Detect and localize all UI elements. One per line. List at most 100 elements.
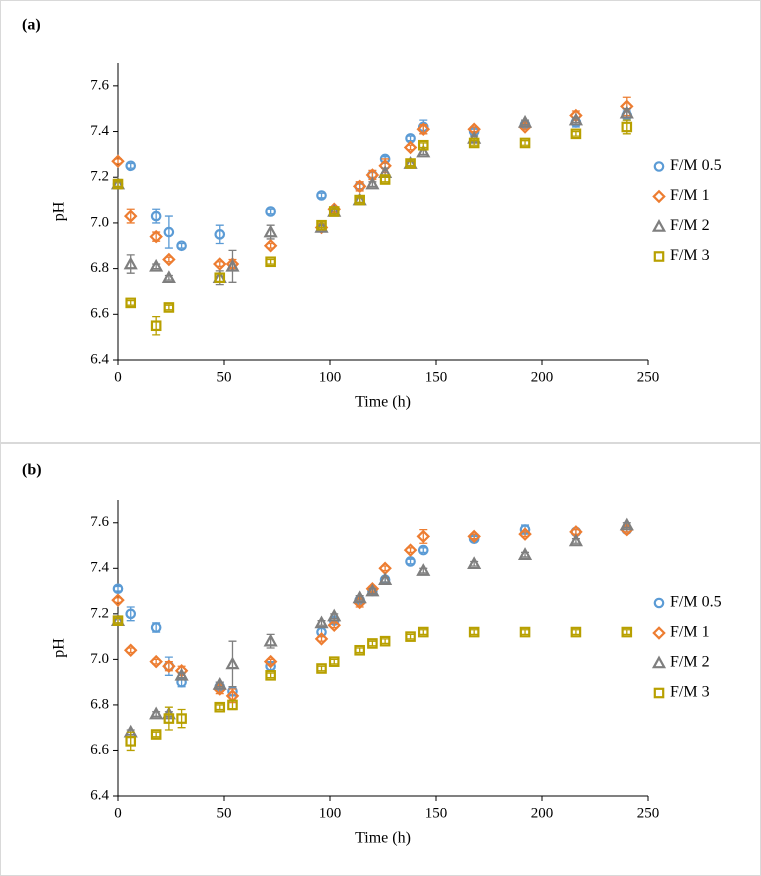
panel-label: (b) bbox=[22, 462, 42, 479]
marker bbox=[149, 258, 164, 272]
y-tick-label: 7.6 bbox=[90, 514, 109, 530]
error-bar bbox=[521, 140, 530, 146]
error-bar bbox=[355, 647, 364, 654]
error-bar bbox=[114, 181, 122, 188]
marker bbox=[314, 632, 329, 646]
error-bar bbox=[164, 706, 173, 731]
x-tick-label: 50 bbox=[217, 369, 232, 385]
marker bbox=[225, 656, 240, 670]
marker bbox=[379, 174, 391, 185]
legend-marker bbox=[651, 655, 667, 669]
marker bbox=[354, 194, 365, 206]
marker bbox=[149, 706, 164, 720]
marker bbox=[162, 252, 176, 267]
marker bbox=[149, 229, 163, 244]
marker bbox=[123, 643, 138, 658]
marker bbox=[112, 583, 124, 595]
error-bar bbox=[330, 658, 339, 665]
marker bbox=[352, 590, 367, 604]
error-bar bbox=[126, 731, 135, 752]
marker bbox=[518, 527, 532, 541]
marker bbox=[111, 593, 125, 607]
marker bbox=[125, 297, 137, 309]
marker bbox=[327, 618, 341, 632]
legend-label: F/M 1 bbox=[670, 624, 710, 641]
panel-label: (a) bbox=[22, 17, 41, 34]
x-tick-label: 200 bbox=[531, 805, 554, 821]
marker bbox=[150, 210, 162, 222]
error-bar bbox=[470, 629, 479, 635]
marker bbox=[328, 206, 340, 217]
x-tick-label: 0 bbox=[114, 805, 122, 821]
x-tick-label: 150 bbox=[425, 369, 448, 385]
y-tick-label: 7.4 bbox=[90, 560, 109, 576]
error-bar bbox=[521, 629, 530, 635]
legend-marker bbox=[652, 189, 666, 204]
error-bar bbox=[470, 140, 479, 146]
marker bbox=[225, 258, 240, 272]
marker bbox=[214, 272, 226, 284]
marker bbox=[468, 626, 480, 638]
marker bbox=[417, 139, 429, 151]
error-bar bbox=[381, 638, 390, 645]
marker bbox=[417, 626, 429, 638]
marker bbox=[621, 626, 633, 638]
x-tick-label: 200 bbox=[531, 369, 554, 385]
x-tick-label: 250 bbox=[637, 369, 660, 385]
marker bbox=[416, 563, 431, 576]
error-bar bbox=[571, 629, 580, 635]
y-tick-label: 6.6 bbox=[90, 742, 109, 758]
legend-label: F/M 3 bbox=[670, 247, 710, 264]
marker bbox=[378, 572, 393, 585]
marker bbox=[403, 543, 418, 557]
marker bbox=[352, 179, 367, 194]
error-bar bbox=[355, 197, 364, 204]
error-bar bbox=[215, 704, 224, 711]
marker bbox=[568, 112, 583, 126]
x-tick-label: 250 bbox=[637, 805, 660, 821]
error-bar bbox=[419, 629, 428, 635]
error-bar bbox=[330, 208, 339, 215]
marker bbox=[365, 176, 380, 190]
marker bbox=[621, 121, 633, 133]
marker bbox=[468, 137, 480, 149]
marker bbox=[570, 128, 582, 140]
marker bbox=[316, 190, 327, 201]
marker bbox=[163, 713, 175, 724]
legend-label: F/M 0.5 bbox=[670, 157, 722, 174]
marker bbox=[328, 656, 340, 667]
marker bbox=[519, 137, 531, 149]
marker bbox=[316, 663, 327, 674]
error-bar bbox=[152, 731, 161, 738]
chart: (a) 6.4 6.6 6.8 7.0 7.2 7.4 7.6 0 50 100 150 200 250 T… bbox=[22, 17, 722, 411]
marker bbox=[214, 229, 226, 240]
marker bbox=[568, 533, 583, 547]
error-bar bbox=[419, 142, 428, 149]
marker bbox=[149, 654, 163, 669]
marker bbox=[365, 583, 380, 597]
marker bbox=[405, 556, 416, 567]
error-bar bbox=[266, 672, 275, 679]
marker bbox=[416, 144, 431, 158]
y-tick-label: 6.6 bbox=[90, 306, 109, 322]
marker bbox=[227, 699, 238, 711]
error-bar bbox=[266, 258, 275, 265]
x-tick-label: 150 bbox=[425, 805, 448, 821]
marker bbox=[150, 622, 162, 633]
marker bbox=[111, 154, 125, 168]
marker bbox=[570, 626, 582, 638]
x-axis-title: Time (h) bbox=[355, 394, 411, 411]
x-tick-label: 100 bbox=[319, 805, 342, 821]
y-tick-label: 7.0 bbox=[90, 214, 109, 230]
marker bbox=[379, 635, 391, 647]
error-bar bbox=[622, 629, 631, 635]
legend-marker bbox=[651, 219, 667, 232]
marker bbox=[367, 638, 378, 649]
legend-marker bbox=[653, 687, 665, 699]
marker bbox=[176, 713, 187, 724]
legend-label: F/M 2 bbox=[670, 654, 710, 671]
y-tick-label: 7.4 bbox=[90, 123, 109, 139]
x-tick-label: 50 bbox=[217, 805, 232, 821]
legend-label: F/M 2 bbox=[670, 217, 710, 234]
marker bbox=[212, 676, 227, 690]
